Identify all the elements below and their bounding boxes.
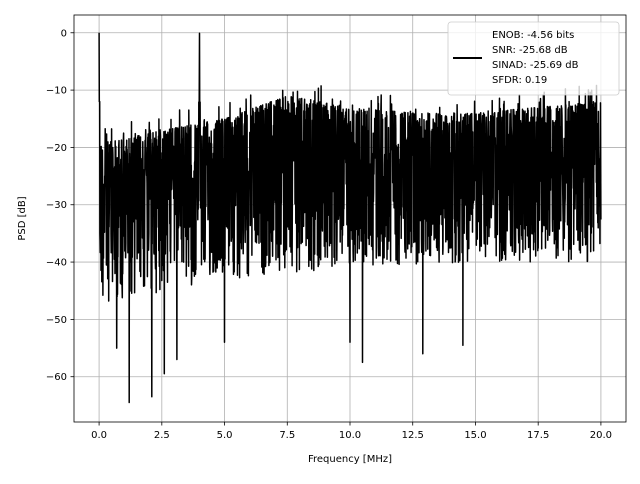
x-tick-label: 15.0 xyxy=(464,430,486,441)
y-tick-label: −40 xyxy=(46,258,67,269)
x-tick-label: 12.5 xyxy=(402,430,424,441)
y-axis: 0 −10 −20 −30 −40 −50 −60 xyxy=(46,28,74,383)
psd-line xyxy=(98,32,602,404)
y-axis-label: PSD [dB] xyxy=(17,196,28,240)
y-tick-label: −10 xyxy=(46,86,67,97)
x-axis: 0.0 2.5 5.0 7.5 10.0 12.5 15.0 17.5 20.0 xyxy=(91,422,612,441)
x-tick-label: 10.0 xyxy=(339,430,361,441)
x-tick-label: 0.0 xyxy=(91,430,107,441)
x-tick-label: 2.5 xyxy=(154,430,170,441)
y-tick-label: −30 xyxy=(46,200,67,211)
y-tick-label: −20 xyxy=(46,143,67,154)
legend: ENOB: -4.56 bits SNR: -25.68 dB SINAD: -… xyxy=(447,21,620,96)
legend-sfdr: SFDR: 0.19 xyxy=(492,75,547,86)
x-tick-label: 7.5 xyxy=(279,430,295,441)
y-tick-label: 0 xyxy=(61,28,67,39)
x-tick-label: 20.0 xyxy=(590,430,612,441)
y-tick-label: −60 xyxy=(46,372,67,383)
y-tick-label: −50 xyxy=(46,315,67,326)
legend-box xyxy=(447,21,620,96)
x-tick-label: 5.0 xyxy=(217,430,233,441)
legend-enob: ENOB: -4.56 bits xyxy=(492,30,574,41)
x-tick-label: 17.5 xyxy=(527,430,549,441)
legend-sinad: SINAD: -25.69 dB xyxy=(492,60,579,71)
legend-snr: SNR: -25.68 dB xyxy=(492,45,568,56)
psd-series xyxy=(98,32,602,404)
x-axis-label: Frequency [MHz] xyxy=(308,454,392,465)
